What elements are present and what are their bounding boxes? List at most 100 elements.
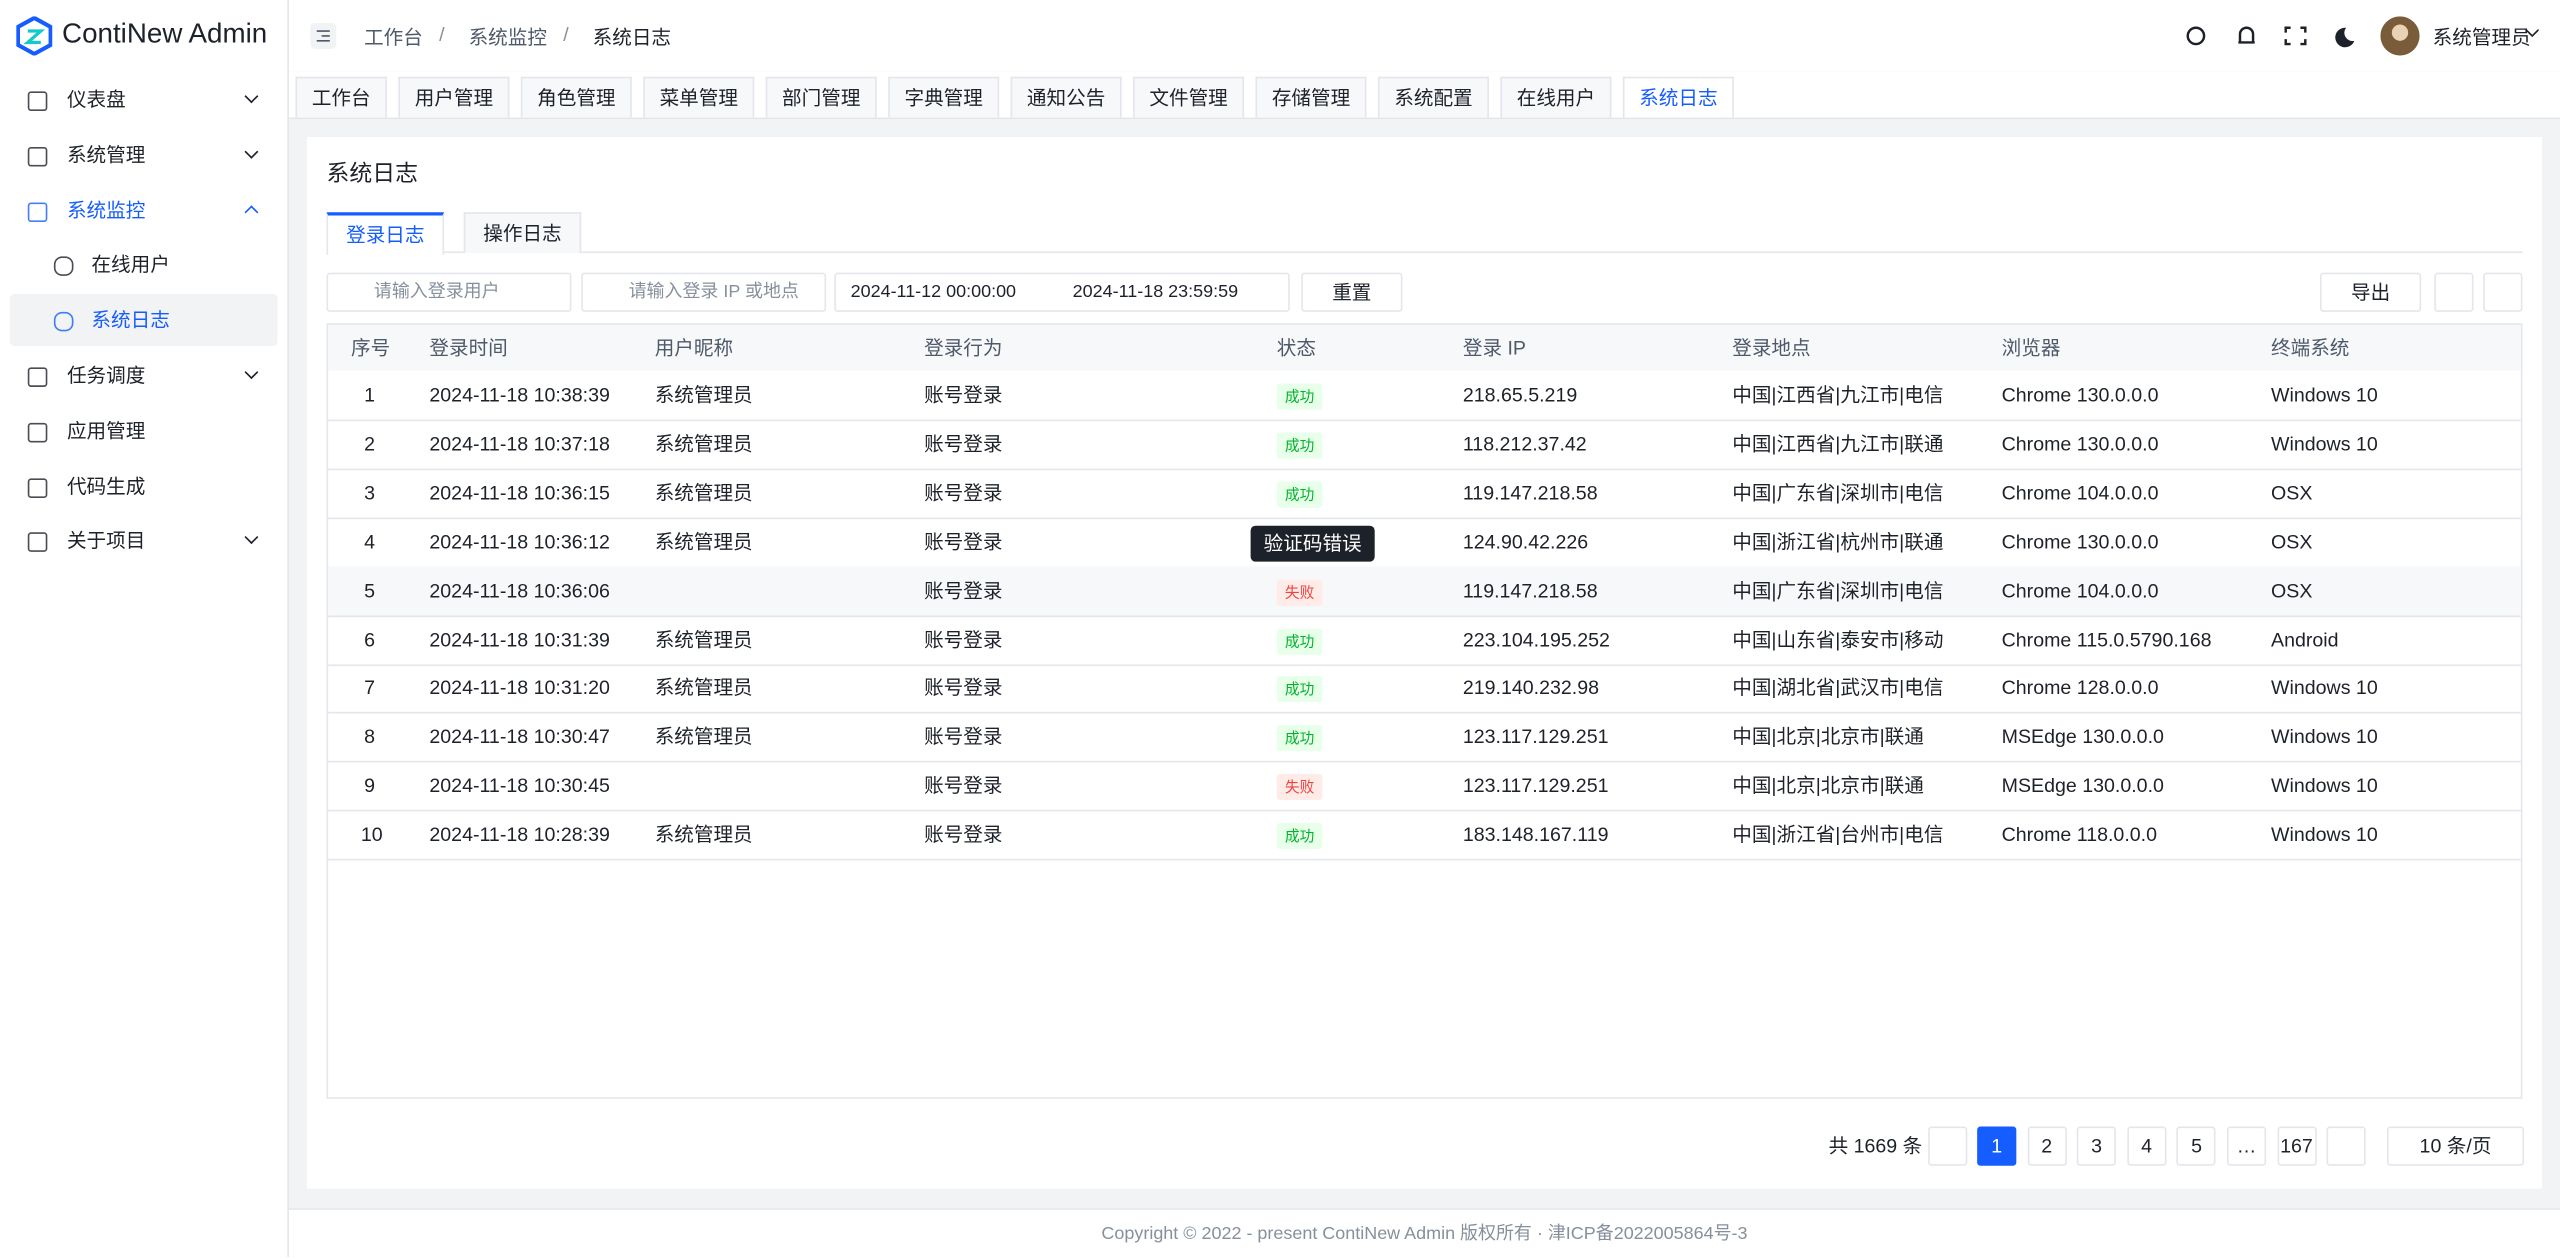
menu-item[interactable]: 代码生成 bbox=[10, 460, 278, 512]
user-name[interactable]: 系统管理员 bbox=[2432, 26, 2531, 49]
table-cell: 118.212.37.42 bbox=[1462, 432, 1587, 456]
tab[interactable]: 部门管理 bbox=[765, 76, 877, 118]
menu-item[interactable]: 系统管理 bbox=[10, 129, 278, 181]
status-tag: 失败 bbox=[1276, 774, 1323, 801]
status-cell: 成功 bbox=[1276, 371, 1323, 420]
tab[interactable]: 系统配置 bbox=[1377, 76, 1490, 118]
table-cell: Chrome 118.0.0.0 bbox=[2001, 823, 2158, 846]
table-cell: 3 bbox=[364, 481, 375, 505]
table-cell: 10 bbox=[360, 823, 383, 846]
separator: / bbox=[439, 22, 445, 46]
ip-search[interactable]: 请输入登录 IP 或地点 bbox=[581, 272, 827, 312]
reset-button[interactable]: 重置 bbox=[1301, 272, 1403, 312]
tab[interactable]: 系统日志 bbox=[1622, 76, 1734, 118]
tab[interactable]: 通知公告 bbox=[1010, 76, 1122, 118]
table-cell: MSEdge 130.0.0.0 bbox=[2001, 725, 2164, 749]
status-cell: 失败 bbox=[1276, 761, 1323, 810]
column-header: 登录行为 bbox=[924, 336, 1003, 360]
breadcrumb-item[interactable]: 系统监控 bbox=[468, 26, 547, 49]
menu-icon bbox=[53, 256, 74, 277]
table-cell: Windows 10 bbox=[2271, 774, 2378, 798]
table-cell: MSEdge 130.0.0.0 bbox=[2001, 774, 2164, 798]
table-cell: Windows 10 bbox=[2271, 432, 2378, 456]
tab[interactable]: 菜单管理 bbox=[643, 76, 755, 118]
sidebar: ContiNew Admin 仪表盘 系统管理 系统监控 在线用户 系统日志 任务调度 应用… bbox=[0, 0, 289, 1258]
table-cell: 7 bbox=[364, 676, 375, 700]
tab[interactable]: 字典管理 bbox=[888, 76, 1000, 118]
table-cell: Windows 10 bbox=[2271, 823, 2378, 846]
menu-item[interactable]: 关于项目 bbox=[10, 515, 278, 567]
menu-icon bbox=[27, 477, 48, 498]
status-tag: 成功 bbox=[1276, 676, 1323, 703]
table-row bbox=[328, 810, 2521, 861]
tab[interactable]: 工作台 bbox=[295, 76, 387, 118]
table-cell: Chrome 130.0.0.0 bbox=[2001, 383, 2159, 407]
table-cell: 124.90.42.226 bbox=[1462, 530, 1589, 553]
table-cell: 2024-11-18 10:36:12 bbox=[429, 530, 610, 553]
table-cell: 账号登录 bbox=[924, 627, 1003, 651]
menu-arrow bbox=[244, 365, 259, 380]
table-cell: 系统管理员 bbox=[654, 530, 753, 553]
menu-label: 系统日志 bbox=[91, 308, 170, 332]
page-button[interactable]: 167 bbox=[2276, 1126, 2317, 1166]
subtab[interactable]: 操作日志 bbox=[463, 212, 582, 254]
table-cell: OSX bbox=[2271, 578, 2313, 602]
table-cell: 中国|浙江省|台州市|电信 bbox=[1732, 823, 1944, 846]
menu-label: 关于项目 bbox=[66, 529, 146, 553]
status-cell: 成功 bbox=[1276, 419, 1323, 468]
subtab[interactable]: 登录日志 bbox=[326, 212, 445, 255]
tab[interactable]: 存储管理 bbox=[1255, 76, 1367, 118]
page-button[interactable]: 4 bbox=[2127, 1126, 2167, 1166]
column-header: 状态 bbox=[1276, 336, 1316, 360]
prev-button[interactable] bbox=[1928, 1126, 1968, 1166]
breadcrumb-item[interactable]: 工作台 bbox=[364, 26, 423, 49]
tab[interactable]: 用户管理 bbox=[398, 76, 510, 118]
table-cell: 2024-11-18 10:37:18 bbox=[429, 432, 610, 456]
table-cell: 2024-11-18 10:38:39 bbox=[429, 383, 610, 407]
menu-item[interactable]: 在线用户 bbox=[10, 239, 278, 291]
table-cell: 中国|北京|北京市|联通 bbox=[1732, 725, 1924, 749]
table-cell: 8 bbox=[364, 725, 375, 749]
fullscreen-button[interactable] bbox=[2483, 272, 2523, 312]
collapse-icon[interactable] bbox=[310, 22, 337, 49]
menu-label: 系统监控 bbox=[66, 198, 146, 222]
menu-item[interactable]: 应用管理 bbox=[10, 405, 278, 457]
table-row bbox=[328, 468, 2521, 519]
page-button[interactable]: 5 bbox=[2176, 1126, 2217, 1166]
caret bbox=[2525, 29, 2539, 38]
table-cell: 2024-11-18 10:30:47 bbox=[429, 725, 610, 749]
date-start: 2024-11-12 00:00:00 bbox=[850, 282, 1017, 303]
menu-item[interactable]: 仪表盘 bbox=[10, 73, 278, 125]
menu-icon bbox=[27, 91, 48, 112]
menu-item[interactable]: 系统日志 bbox=[9, 294, 278, 347]
table-cell: 账号登录 bbox=[924, 530, 1003, 553]
table-row bbox=[328, 419, 2521, 471]
menu-item[interactable]: 系统监控 bbox=[10, 184, 278, 236]
export-button[interactable]: 导出 bbox=[2319, 272, 2422, 312]
page-button[interactable]: … bbox=[2226, 1126, 2267, 1166]
menu-arrow bbox=[244, 530, 259, 545]
tab[interactable]: 角色管理 bbox=[520, 76, 632, 118]
table-cell: 2024-11-18 10:31:20 bbox=[429, 676, 610, 700]
menu-icon bbox=[27, 146, 48, 167]
reset-label: 重置 bbox=[1332, 280, 1372, 304]
table-cell: Android bbox=[2271, 627, 2339, 651]
page-size[interactable]: 10 条/页 bbox=[2386, 1126, 2525, 1166]
table-header bbox=[328, 324, 2521, 371]
next-button[interactable] bbox=[2326, 1126, 2367, 1166]
table-cell: 119.147.218.58 bbox=[1462, 481, 1598, 505]
avatar[interactable] bbox=[2380, 16, 2420, 56]
table-cell: 2024-11-18 10:30:45 bbox=[429, 774, 610, 798]
tab[interactable]: 文件管理 bbox=[1133, 76, 1245, 118]
tab[interactable]: 在线用户 bbox=[1500, 76, 1612, 118]
table-row bbox=[328, 615, 2521, 666]
date-range[interactable]: 2024-11-12 00:00:00 2024-11-18 23:59:59 bbox=[834, 272, 1290, 312]
page-button[interactable]: 1 bbox=[1977, 1126, 2017, 1166]
page-button[interactable]: 2 bbox=[2027, 1126, 2067, 1166]
user-search[interactable]: 请输入登录用户 bbox=[326, 272, 572, 312]
table-cell: 2 bbox=[364, 432, 375, 456]
page-button[interactable]: 3 bbox=[2077, 1126, 2117, 1166]
table-cell: 系统管理员 bbox=[654, 823, 753, 846]
menu-item[interactable]: 任务调度 bbox=[10, 349, 278, 401]
refresh-button[interactable] bbox=[2434, 272, 2474, 312]
